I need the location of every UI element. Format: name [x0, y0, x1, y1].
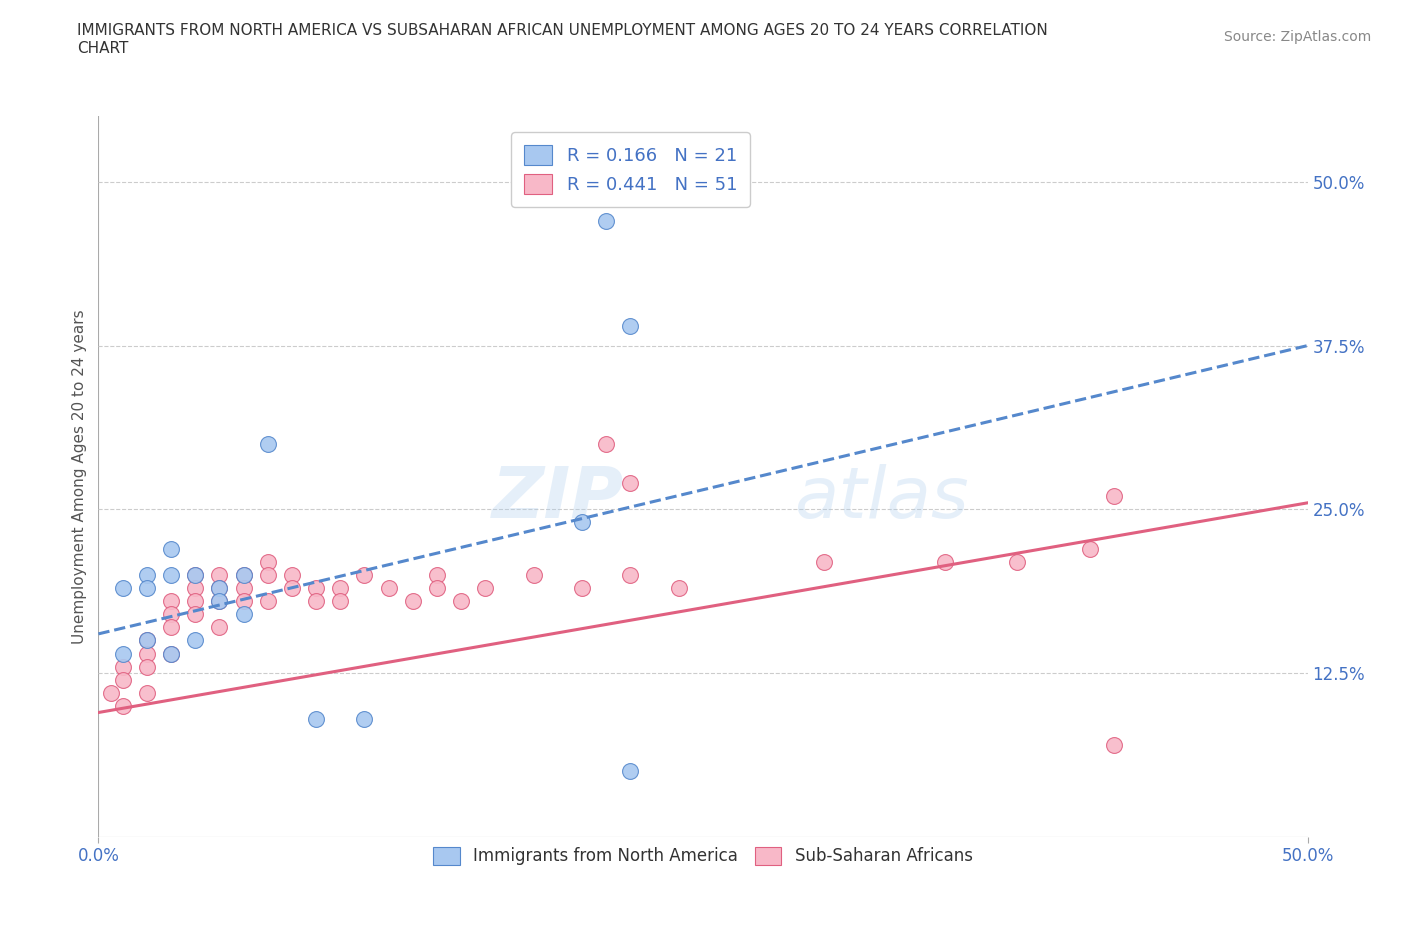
Point	[232, 593, 254, 608]
Point	[619, 318, 641, 333]
Point	[160, 646, 183, 661]
Y-axis label: Unemployment Among Ages 20 to 24 years: Unemployment Among Ages 20 to 24 years	[72, 310, 87, 644]
Point	[111, 698, 134, 713]
Point	[668, 580, 690, 595]
Point	[426, 567, 449, 582]
Point	[474, 580, 496, 595]
Point	[184, 567, 207, 582]
Point	[426, 580, 449, 595]
Point	[813, 554, 835, 569]
Point	[523, 567, 546, 582]
Legend: Immigrants from North America, Sub-Saharan Africans: Immigrants from North America, Sub-Sahar…	[426, 840, 980, 872]
Point	[135, 659, 157, 674]
Point	[111, 646, 134, 661]
Point	[256, 567, 278, 582]
Point	[208, 580, 231, 595]
Text: Source: ZipAtlas.com: Source: ZipAtlas.com	[1223, 30, 1371, 44]
Point	[208, 593, 231, 608]
Point	[571, 515, 593, 530]
Point	[232, 580, 254, 595]
Point	[135, 646, 157, 661]
Point	[208, 593, 231, 608]
Point	[111, 672, 134, 687]
Point	[256, 554, 278, 569]
Point	[377, 580, 399, 595]
Point	[353, 711, 375, 726]
Point	[135, 633, 157, 648]
Point	[619, 764, 641, 779]
Point	[160, 541, 183, 556]
Point	[1007, 554, 1029, 569]
Point	[595, 214, 617, 229]
Point	[281, 567, 304, 582]
Text: IMMIGRANTS FROM NORTH AMERICA VS SUBSAHARAN AFRICAN UNEMPLOYMENT AMONG AGES 20 T: IMMIGRANTS FROM NORTH AMERICA VS SUBSAHA…	[77, 23, 1047, 56]
Point	[160, 646, 183, 661]
Point	[184, 633, 207, 648]
Point	[402, 593, 425, 608]
Point	[256, 436, 278, 451]
Point	[208, 567, 231, 582]
Point	[256, 593, 278, 608]
Point	[305, 711, 328, 726]
Text: ZIP: ZIP	[492, 464, 624, 533]
Point	[305, 580, 328, 595]
Point	[184, 593, 207, 608]
Point	[305, 593, 328, 608]
Point	[135, 580, 157, 595]
Point	[135, 567, 157, 582]
Point	[595, 436, 617, 451]
Point	[160, 593, 183, 608]
Point	[450, 593, 472, 608]
Point	[619, 567, 641, 582]
Text: atlas: atlas	[793, 464, 969, 533]
Point	[184, 580, 207, 595]
Point	[135, 685, 157, 700]
Point	[111, 659, 134, 674]
Point	[160, 567, 183, 582]
Point	[232, 606, 254, 621]
Point	[1078, 541, 1101, 556]
Point	[281, 580, 304, 595]
Point	[329, 580, 352, 595]
Point	[184, 567, 207, 582]
Point	[208, 580, 231, 595]
Point	[353, 567, 375, 582]
Point	[571, 580, 593, 595]
Point	[111, 580, 134, 595]
Point	[619, 476, 641, 491]
Point	[160, 620, 183, 635]
Point	[1102, 737, 1125, 752]
Point	[135, 633, 157, 648]
Point	[934, 554, 956, 569]
Point	[232, 567, 254, 582]
Point	[1102, 489, 1125, 504]
Point	[232, 567, 254, 582]
Point	[208, 620, 231, 635]
Point	[184, 606, 207, 621]
Point	[100, 685, 122, 700]
Point	[329, 593, 352, 608]
Point	[160, 606, 183, 621]
